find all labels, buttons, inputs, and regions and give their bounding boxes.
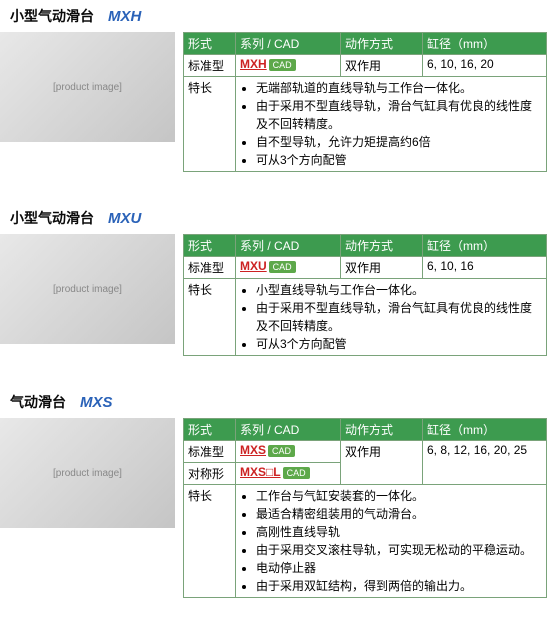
series-link[interactable]: MXS□L — [240, 465, 281, 479]
title-cn: 小型气动滑台 — [10, 6, 94, 26]
feature-item: 小型直线导轨与工作台一体化。 — [256, 281, 542, 299]
table-header: 缸径（mm） — [423, 419, 547, 441]
title-model: MXH — [108, 8, 141, 25]
feature-cell: 工作台与气缸安装套的一体化。最适合精密组装用的气动滑台。高刚性直线导轨由于采用交… — [236, 485, 547, 598]
bore-cell: 6, 8, 12, 16, 20, 25 — [423, 441, 547, 485]
product-section: 小型气动滑台 MXH [product image] 形式系列 / CAD动作方式缸径… — [0, 0, 547, 172]
action-cell: 双作用 — [341, 55, 423, 77]
type-cell: 标准型 — [184, 441, 236, 463]
cad-badge[interactable]: CAD — [269, 261, 296, 273]
type-cell: 标准型 — [184, 257, 236, 279]
feature-label: 特长 — [184, 77, 236, 172]
feature-item: 自不型导轨，允许力矩提高约6倍 — [256, 133, 542, 151]
cad-badge[interactable]: CAD — [268, 445, 295, 457]
title-model: MXU — [108, 210, 141, 227]
series-cell: MXHCAD — [236, 55, 341, 77]
feature-cell: 小型直线导轨与工作台一体化。由于采用不型直线导轨，滑台气缸具有优良的线性度及不回… — [236, 279, 547, 356]
feature-item: 由于采用不型直线导轨，滑台气缸具有优良的线性度及不回转精度。 — [256, 299, 542, 335]
product-section: 小型气动滑台 MXU [product image] 形式系列 / CAD动作方式缸径… — [0, 202, 547, 356]
section-title: 气动滑台 MXS — [0, 386, 547, 418]
product-section: 气动滑台 MXS [product image] 形式系列 / CAD动作方式缸径（m… — [0, 386, 547, 598]
bore-cell: 6, 10, 16 — [423, 257, 547, 279]
type-cell: 对称形 — [184, 463, 236, 485]
feature-item: 电动停止器 — [256, 559, 542, 577]
product-image: [product image] — [0, 32, 175, 142]
table-header: 缸径（mm） — [423, 33, 547, 55]
feature-label: 特长 — [184, 279, 236, 356]
title-cn: 气动滑台 — [10, 392, 66, 412]
action-cell: 双作用 — [341, 257, 423, 279]
table-header: 缸径（mm） — [423, 235, 547, 257]
feature-label: 特长 — [184, 485, 236, 598]
spec-table: 形式系列 / CAD动作方式缸径（mm）标准型MXSCAD双作用6, 8, 12… — [183, 418, 547, 598]
cad-badge[interactable]: CAD — [269, 59, 296, 71]
table-header: 形式 — [184, 235, 236, 257]
table-header: 动作方式 — [341, 235, 423, 257]
table-header: 形式 — [184, 419, 236, 441]
feature-item: 由于采用交叉滚柱导轨，可实现无松动的平稳运动。 — [256, 541, 542, 559]
series-link[interactable]: MXS — [240, 443, 266, 457]
series-cell: MXSCAD — [236, 441, 341, 463]
feature-item: 工作台与气缸安装套的一体化。 — [256, 487, 542, 505]
title-cn: 小型气动滑台 — [10, 208, 94, 228]
bore-cell: 6, 10, 16, 20 — [423, 55, 547, 77]
table-header: 动作方式 — [341, 419, 423, 441]
feature-item: 可从3个方向配管 — [256, 335, 542, 353]
feature-item: 无端部轨道的直线导轨与工作台一体化。 — [256, 79, 542, 97]
cad-badge[interactable]: CAD — [283, 467, 310, 479]
table-header: 系列 / CAD — [236, 33, 341, 55]
spec-table: 形式系列 / CAD动作方式缸径（mm）标准型MXUCAD双作用6, 10, 1… — [183, 234, 547, 356]
table-row: 标准型MXUCAD双作用6, 10, 16 — [184, 257, 547, 279]
feature-item: 由于采用双缸结构，得到两倍的输出力。 — [256, 577, 542, 595]
section-title: 小型气动滑台 MXH — [0, 0, 547, 32]
feature-cell: 无端部轨道的直线导轨与工作台一体化。由于采用不型直线导轨，滑台气缸具有优良的线性… — [236, 77, 547, 172]
table-header: 系列 / CAD — [236, 235, 341, 257]
title-model: MXS — [80, 394, 113, 411]
feature-item: 由于采用不型直线导轨，滑台气缸具有优良的线性度及不回转精度。 — [256, 97, 542, 133]
product-image: [product image] — [0, 418, 175, 528]
type-cell: 标准型 — [184, 55, 236, 77]
spec-table: 形式系列 / CAD动作方式缸径（mm）标准型MXHCAD双作用6, 10, 1… — [183, 32, 547, 172]
table-header: 动作方式 — [341, 33, 423, 55]
series-link[interactable]: MXH — [240, 57, 267, 71]
table-header: 形式 — [184, 33, 236, 55]
section-title: 小型气动滑台 MXU — [0, 202, 547, 234]
product-image: [product image] — [0, 234, 175, 344]
feature-item: 高刚性直线导轨 — [256, 523, 542, 541]
table-header: 系列 / CAD — [236, 419, 341, 441]
series-cell: MXS□LCAD — [236, 463, 341, 485]
action-cell: 双作用 — [341, 441, 423, 485]
series-link[interactable]: MXU — [240, 259, 267, 273]
series-cell: MXUCAD — [236, 257, 341, 279]
table-row: 标准型MXHCAD双作用6, 10, 16, 20 — [184, 55, 547, 77]
feature-item: 最适合精密组装用的气动滑台。 — [256, 505, 542, 523]
feature-item: 可从3个方向配管 — [256, 151, 542, 169]
table-row: 标准型MXSCAD双作用6, 8, 12, 16, 20, 25 — [184, 441, 547, 463]
